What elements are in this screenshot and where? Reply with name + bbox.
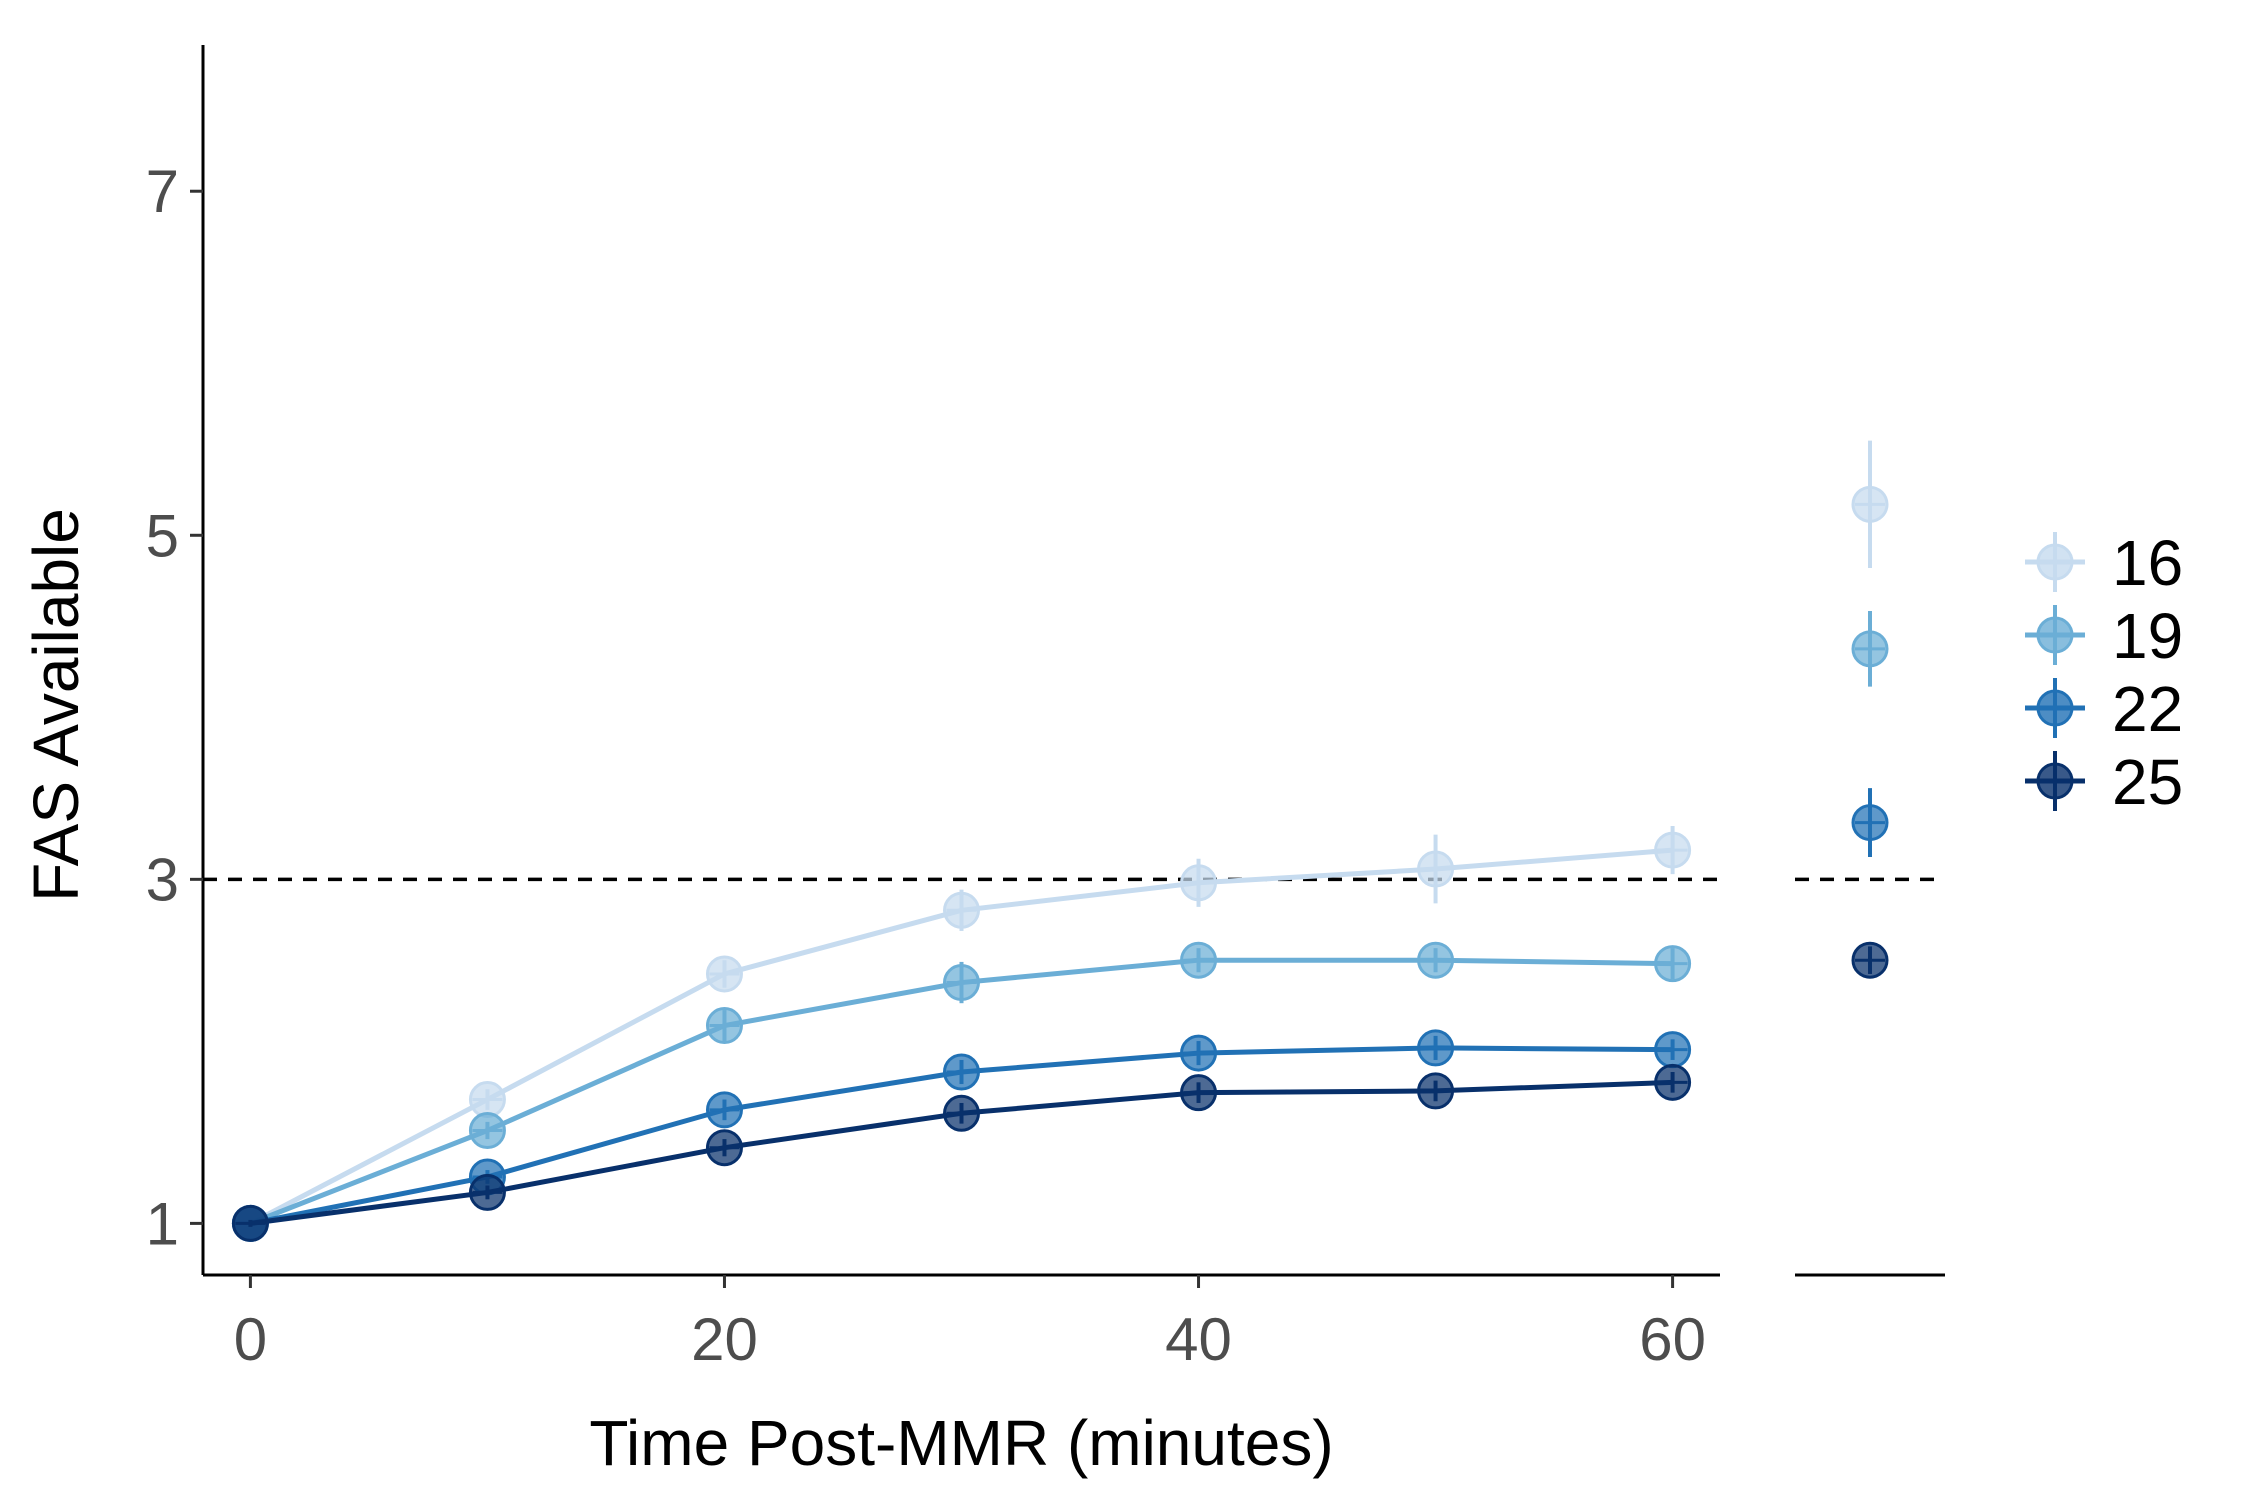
x-axis-title: Time Post-MMR (minutes) (589, 1407, 1333, 1479)
series-25 (231, 1063, 1692, 1242)
legend-item-22: 22 (2025, 673, 2183, 745)
series-point (1180, 858, 1218, 907)
side-panel-points (1851, 440, 1889, 979)
y-tick-label: 3 (146, 846, 179, 913)
side-point-25 (1851, 941, 1889, 979)
series-point (705, 1007, 743, 1045)
side-point-16 (1851, 440, 1889, 568)
series-point (1654, 1063, 1692, 1101)
series-16 (231, 826, 1692, 1242)
series-point (1180, 941, 1218, 979)
series-point (943, 1094, 980, 1132)
axes-layer (201, 45, 1945, 1277)
legend-item-25: 25 (2025, 746, 2183, 818)
series-point (1417, 941, 1455, 979)
y-tick-label: 1 (146, 1190, 179, 1257)
legend-item-16: 16 (2025, 527, 2183, 599)
series-point (1417, 1072, 1455, 1110)
series-point (468, 1081, 506, 1119)
series-point (468, 1111, 506, 1149)
series-point (705, 955, 743, 993)
side-point-22 (1851, 788, 1889, 857)
x-tick-label: 20 (691, 1306, 758, 1373)
series-point (1654, 1031, 1692, 1069)
legend-label: 22 (2112, 673, 2183, 745)
series-point (231, 1204, 269, 1242)
y-tick-label: 5 (146, 502, 179, 569)
legend-label: 19 (2112, 600, 2183, 672)
series-point (1417, 834, 1455, 904)
y-axis-title: FAS Available (20, 508, 92, 902)
series-point (1654, 945, 1692, 983)
series-point (468, 1173, 506, 1211)
series-layer (231, 826, 1692, 1242)
series-point (943, 889, 980, 931)
series-22 (231, 1029, 1692, 1242)
y-tick-label: 7 (146, 158, 179, 225)
series-point (1654, 826, 1692, 875)
side-point-19 (1851, 610, 1889, 687)
series-point (705, 1129, 743, 1167)
series-point (943, 961, 980, 1004)
series-point (1417, 1029, 1455, 1067)
legend-key-point (2036, 616, 2074, 654)
series-point (1180, 1034, 1218, 1072)
ticks-layer: 0 20 40 60 1 3 5 7 (146, 158, 1706, 1373)
x-tick-label: 0 (234, 1306, 267, 1373)
legend-key-point (2036, 689, 2074, 727)
legend-label: 25 (2112, 746, 2183, 818)
series-19 (231, 941, 1692, 1242)
series-point (705, 1091, 743, 1129)
legend-label: 16 (2112, 527, 2183, 599)
x-tick-label: 40 (1165, 1306, 1232, 1373)
legend-key-point (2036, 543, 2074, 581)
legend-item-19: 19 (2025, 600, 2183, 672)
legend-key-point (2036, 762, 2074, 800)
series-point (943, 1053, 980, 1091)
series-point (1180, 1074, 1218, 1112)
x-tick-label: 60 (1639, 1306, 1706, 1373)
